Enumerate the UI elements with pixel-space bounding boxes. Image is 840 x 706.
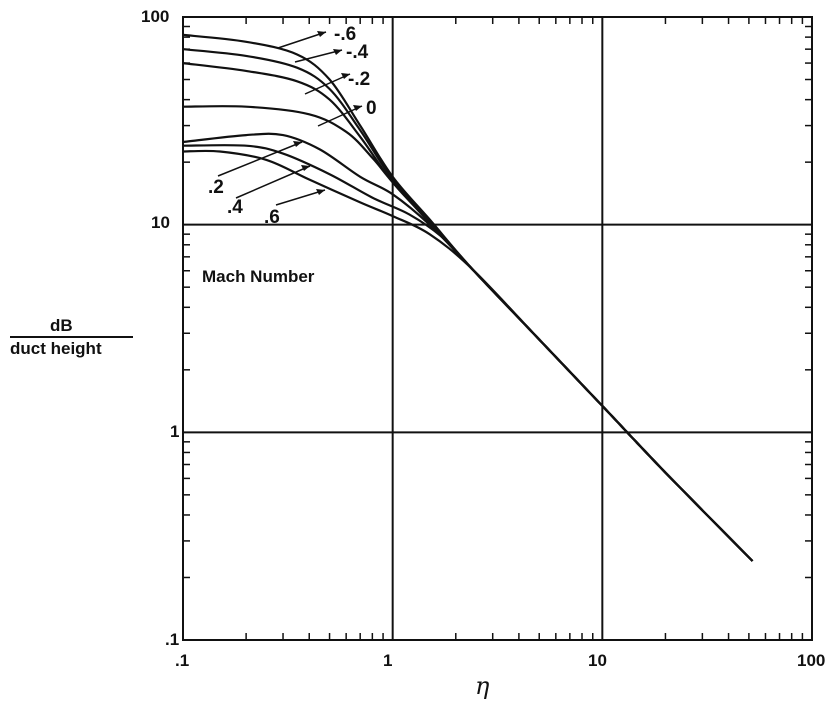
curve-label-leader-6 xyxy=(275,189,326,206)
curve-label-leader-3 xyxy=(317,105,363,127)
curve-label-arrowhead-4 xyxy=(293,141,302,147)
grid xyxy=(183,17,812,640)
curve-label-m0.6: .6 xyxy=(264,207,280,228)
series-line-1 xyxy=(182,48,754,562)
curve-label-leaders xyxy=(217,31,363,206)
y-axis-label-top: dB xyxy=(50,316,73,335)
curve-label-m-0.6: -.6 xyxy=(334,24,356,45)
curve-label-arrowhead-0 xyxy=(317,31,326,37)
annotation-mach-number: Mach Number xyxy=(202,267,315,286)
y-tick-label-1: 1 xyxy=(170,422,179,441)
series-line-0 xyxy=(182,33,754,562)
curve-label-m-0.2: -.2 xyxy=(348,69,370,90)
minor-ticks xyxy=(183,17,812,640)
x-axis-label: η xyxy=(475,672,490,700)
y-tick-label-0: .1 xyxy=(165,630,179,649)
series-line-2 xyxy=(182,62,754,562)
curve-label-m-0.4: -.4 xyxy=(346,42,369,63)
curve-label-leader-4 xyxy=(217,141,303,177)
series-line-6 xyxy=(182,149,754,562)
curve-label-leader-1 xyxy=(294,49,343,63)
y-tick-label-2: 10 xyxy=(151,213,170,232)
curve-label-leader-0 xyxy=(277,31,327,49)
curve-label-leader-5 xyxy=(235,165,311,199)
x-tick-label-1: 1 xyxy=(383,651,392,670)
curve-label-m0: 0 xyxy=(366,98,377,119)
curve-label-arrowhead-5 xyxy=(301,165,310,171)
series-lines xyxy=(182,33,754,562)
curve-label-arrowhead-2 xyxy=(341,73,350,79)
x-tick-label-0: .1 xyxy=(175,651,189,670)
y-tick-label-3: 100 xyxy=(141,7,169,26)
series-line-4 xyxy=(182,132,754,562)
plot-frame xyxy=(182,16,813,641)
curve-label-m0.2: .2 xyxy=(208,177,224,198)
y-axis-label-bottom: duct height xyxy=(10,339,102,358)
curve-label-leader-2 xyxy=(304,73,351,95)
x-tick-label-2: 10 xyxy=(588,651,607,670)
curve-label-m0.4: .4 xyxy=(227,197,243,218)
x-tick-label-3: 100 xyxy=(797,651,825,670)
curve-label-arrowhead-1 xyxy=(333,49,342,55)
curve-label-arrowhead-6 xyxy=(316,189,325,195)
curve-label-arrowhead-3 xyxy=(353,105,362,111)
series-line-3 xyxy=(182,105,754,562)
